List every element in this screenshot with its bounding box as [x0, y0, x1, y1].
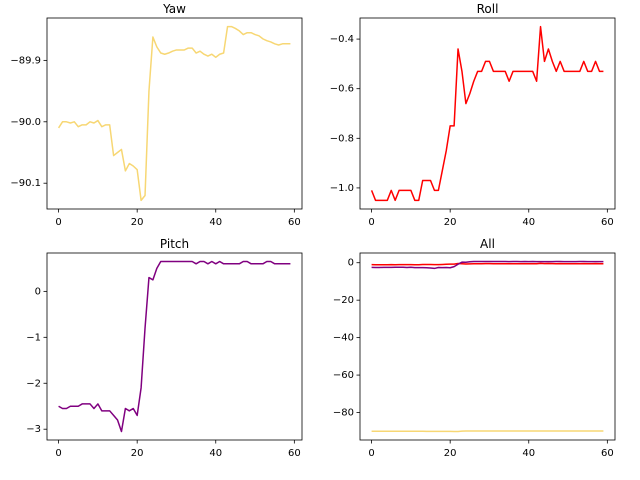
axes-frame — [46, 252, 303, 441]
y-tick-label: −0.8 — [330, 133, 354, 144]
y-tick-label: −89.9 — [10, 55, 41, 66]
x-tick-label: 0 — [55, 448, 61, 459]
subplot: All 0 20 40 60 −80 −60 −40 −20 0 — [333, 237, 616, 459]
data-line — [371, 430, 604, 433]
x-tick-label: 60 — [288, 217, 301, 228]
y-tick-label: −90.0 — [10, 117, 41, 128]
x-tick-label: 0 — [368, 217, 374, 228]
y-tick-label: −90.1 — [10, 178, 41, 189]
y-tick-label: −1.0 — [330, 183, 354, 194]
data-line — [371, 260, 604, 270]
x-tick-label: 40 — [522, 448, 535, 459]
x-tick-label: 0 — [368, 448, 374, 459]
axes-frame — [359, 252, 616, 441]
y-tick-label: −40 — [333, 333, 354, 344]
x-tick-label: 40 — [209, 448, 222, 459]
x-tick-label: 20 — [131, 217, 144, 228]
y-tick-label: −80 — [333, 408, 354, 419]
y-tick-label: −1 — [26, 332, 41, 343]
x-tick-label: 0 — [55, 217, 61, 228]
y-tick-label: 0 — [348, 258, 354, 269]
data-line — [57, 25, 291, 202]
y-tick-label: −20 — [333, 295, 354, 306]
x-tick-label: 60 — [288, 448, 301, 459]
axes-frame — [359, 17, 616, 210]
y-tick-label: 0 — [35, 286, 41, 297]
x-tick-label: 20 — [444, 217, 457, 228]
subplot: Pitch 0 20 40 60 −3 −2 −1 0 — [26, 237, 303, 459]
data-line — [58, 260, 291, 433]
axes-frame — [46, 17, 303, 210]
subplot-title: Yaw — [162, 2, 186, 16]
data-line — [371, 262, 604, 266]
x-tick-label: 40 — [522, 217, 535, 228]
data-line — [370, 25, 604, 202]
x-tick-label: 20 — [444, 448, 457, 459]
x-tick-label: 60 — [601, 217, 614, 228]
x-tick-label: 20 — [131, 448, 144, 459]
subplot-title: All — [480, 237, 495, 251]
subplot: Yaw 0 20 40 60 −90.1 −90.0 −89.9 — [10, 2, 303, 228]
x-tick-label: 60 — [601, 448, 614, 459]
y-tick-label: −2 — [26, 378, 41, 389]
y-tick-label: −0.6 — [330, 84, 354, 95]
y-tick-label: −60 — [333, 370, 354, 381]
subplot: Roll 0 20 40 60 −1.0 −0.8 −0.6 −0.4 — [330, 2, 616, 228]
y-tick-label: −0.4 — [330, 34, 354, 45]
y-tick-label: −3 — [26, 424, 41, 435]
subplot-title: Pitch — [160, 237, 189, 251]
subplot-title: Roll — [477, 2, 499, 16]
x-tick-label: 40 — [209, 217, 222, 228]
